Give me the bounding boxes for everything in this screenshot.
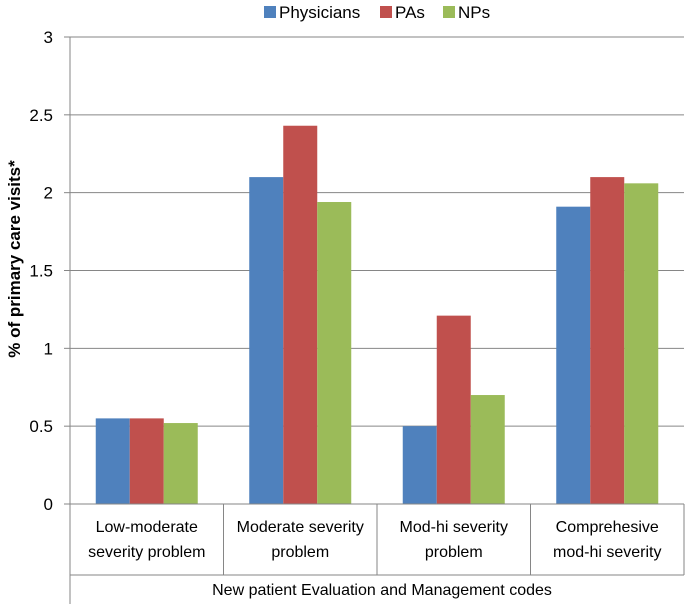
bar-nps-3 <box>470 395 505 504</box>
legend-swatch-pas <box>380 6 392 18</box>
bar-nps-2 <box>317 202 352 505</box>
x-category-label: problem <box>271 544 329 561</box>
y-tick-labels: 0 0.5 1 1.5 2 2.5 3 <box>29 28 53 514</box>
bar-pas-2 <box>283 125 318 504</box>
x-category-label: Moderate severity <box>237 519 364 536</box>
y-axis-label: % of primary care visits* <box>5 160 24 358</box>
legend-label-nps: NPs <box>458 3 490 22</box>
y-tick-label: 0 <box>44 495 53 514</box>
x-category-label: Mod-hi severity <box>400 519 508 536</box>
bar-pas-4 <box>590 177 625 504</box>
bars <box>95 125 659 505</box>
legend-swatch-nps <box>443 6 455 18</box>
legend: Physicians PAs NPs <box>264 3 490 22</box>
bar-physicians-2 <box>249 177 284 504</box>
bar-physicians-1 <box>95 418 130 504</box>
y-tick-label: 1.5 <box>29 262 53 281</box>
x-category-label: problem <box>425 544 483 561</box>
y-tick-label: 0.5 <box>29 417 53 436</box>
legend-label-physicians: Physicians <box>279 3 360 22</box>
legend-label-pas: PAs <box>395 3 425 22</box>
bar-physicians-3 <box>402 426 437 504</box>
legend-swatch-physicians <box>264 6 276 18</box>
axes <box>64 36 685 604</box>
x-category-label: Low-moderate <box>96 519 198 536</box>
x-category-label: mod-hi severity <box>553 544 661 561</box>
bar-nps-1 <box>163 423 198 504</box>
y-tick-label: 2.5 <box>29 106 53 125</box>
bar-nps-4 <box>624 183 659 504</box>
bar-pas-1 <box>129 418 164 504</box>
y-tick-label: 3 <box>44 28 53 47</box>
x-axis-label: New patient Evaluation and Management co… <box>212 582 552 599</box>
y-tick-label: 1 <box>44 339 53 358</box>
y-tick-label: 2 <box>44 184 53 203</box>
x-category-labels: Low-moderate severity problem Moderate sev… <box>88 519 661 561</box>
x-category-label: Comprehesive <box>556 519 659 536</box>
bar-pas-3 <box>436 315 471 504</box>
bar-physicians-4 <box>556 206 591 504</box>
x-category-label: severity problem <box>88 544 205 561</box>
